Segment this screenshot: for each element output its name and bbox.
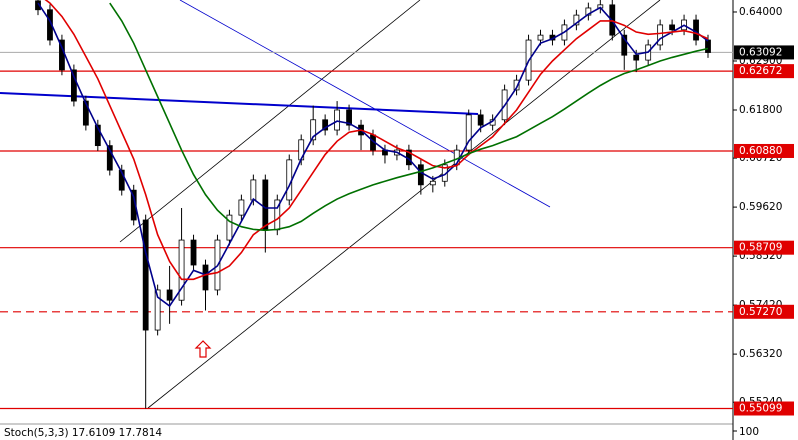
candle-body	[705, 39, 711, 53]
candle-body	[429, 180, 436, 186]
candle-body	[238, 199, 245, 216]
candle-body	[334, 109, 341, 131]
candle-body	[250, 179, 257, 201]
candle-body	[190, 239, 197, 266]
level-label-box	[734, 304, 794, 319]
y-tick-label: 0.61800	[739, 104, 782, 116]
candle-body	[154, 289, 161, 331]
level-label-box	[734, 240, 794, 255]
level-label-box	[734, 401, 794, 416]
indicator-title: Stoch(5,3,3) 17.6109 17.7814	[4, 427, 162, 439]
candle-body	[226, 214, 233, 241]
candle-body	[94, 124, 101, 147]
level-label-box	[734, 64, 794, 79]
last-price-box	[734, 45, 794, 60]
candle-body	[322, 119, 329, 131]
candle-body	[621, 34, 628, 56]
channel-upper	[119, 0, 421, 243]
last-price-label: 0.63092	[739, 46, 782, 58]
level-label-box	[734, 143, 794, 158]
candle-body	[693, 19, 699, 41]
candle-body	[657, 24, 664, 46]
y-tick-label: 0.64000	[739, 6, 782, 18]
candle-body	[310, 119, 317, 141]
candle-body	[82, 100, 89, 126]
moving-average	[109, 2, 709, 232]
y-tick-label: 0.56320	[739, 348, 782, 360]
level-label: 0.57270	[739, 306, 782, 318]
buy-arrow	[194, 340, 212, 358]
candle-body	[573, 14, 580, 26]
candle-body	[202, 264, 209, 291]
candle-body	[178, 239, 185, 301]
moving-average	[37, 2, 709, 308]
candle-body	[166, 289, 173, 301]
candle-body	[262, 179, 269, 231]
level-label: 0.60880	[739, 145, 782, 157]
level-label: 0.55099	[739, 403, 782, 415]
candle-body	[35, 0, 41, 11]
moving-average	[44, 0, 709, 281]
candle-body	[669, 24, 676, 31]
level-label: 0.58709	[739, 242, 782, 254]
candle-body	[106, 145, 113, 171]
subpanel-tick-label: 100	[739, 426, 759, 438]
candle-body	[346, 109, 352, 126]
candle-body	[633, 54, 640, 61]
candle-body	[417, 164, 424, 186]
candle-body	[465, 114, 472, 151]
candle-body	[118, 169, 125, 191]
trendlines	[0, 0, 661, 409]
candle-body	[537, 34, 544, 41]
candle-body	[513, 79, 520, 91]
channel-lower	[147, 0, 661, 409]
y-tick-label: 0.59620	[739, 201, 782, 213]
resistance-line	[0, 92, 479, 115]
candle-body	[142, 219, 149, 331]
level-label: 0.62672	[739, 65, 782, 77]
candle-body	[70, 69, 77, 102]
candle-body	[477, 114, 484, 126]
down-trendline	[179, 0, 551, 208]
